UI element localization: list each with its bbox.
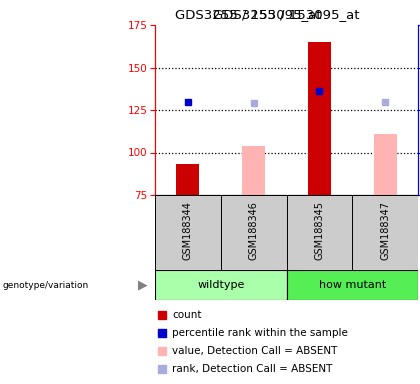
Bar — [158, 329, 166, 337]
Bar — [158, 347, 166, 355]
Bar — [286, 195, 352, 270]
Bar — [374, 134, 396, 195]
Bar — [176, 164, 200, 195]
Text: value, Detection Call = ABSENT: value, Detection Call = ABSENT — [172, 346, 337, 356]
Bar — [286, 270, 418, 300]
Text: GSM188347: GSM188347 — [380, 201, 390, 260]
Bar — [155, 270, 286, 300]
Text: percentile rank within the sample: percentile rank within the sample — [172, 328, 348, 338]
Bar — [158, 311, 166, 319]
Text: GDS3255 / 153095_at: GDS3255 / 153095_at — [175, 8, 321, 21]
Bar — [352, 195, 418, 270]
Text: wildtype: wildtype — [197, 280, 244, 290]
Bar — [242, 146, 265, 195]
Text: rank, Detection Call = ABSENT: rank, Detection Call = ABSENT — [172, 364, 332, 374]
Text: how mutant: how mutant — [319, 280, 386, 290]
Text: ▶: ▶ — [138, 278, 148, 291]
Bar — [221, 195, 286, 270]
Text: GSM188346: GSM188346 — [249, 201, 259, 260]
Bar — [155, 195, 221, 270]
Text: GDS3255 / 153095_at: GDS3255 / 153095_at — [213, 8, 360, 21]
Text: genotype/variation: genotype/variation — [2, 280, 88, 290]
Bar — [308, 42, 331, 195]
Text: GSM188345: GSM188345 — [315, 201, 324, 260]
Bar — [158, 366, 166, 373]
Text: GSM188344: GSM188344 — [183, 201, 193, 260]
Text: count: count — [172, 310, 202, 320]
